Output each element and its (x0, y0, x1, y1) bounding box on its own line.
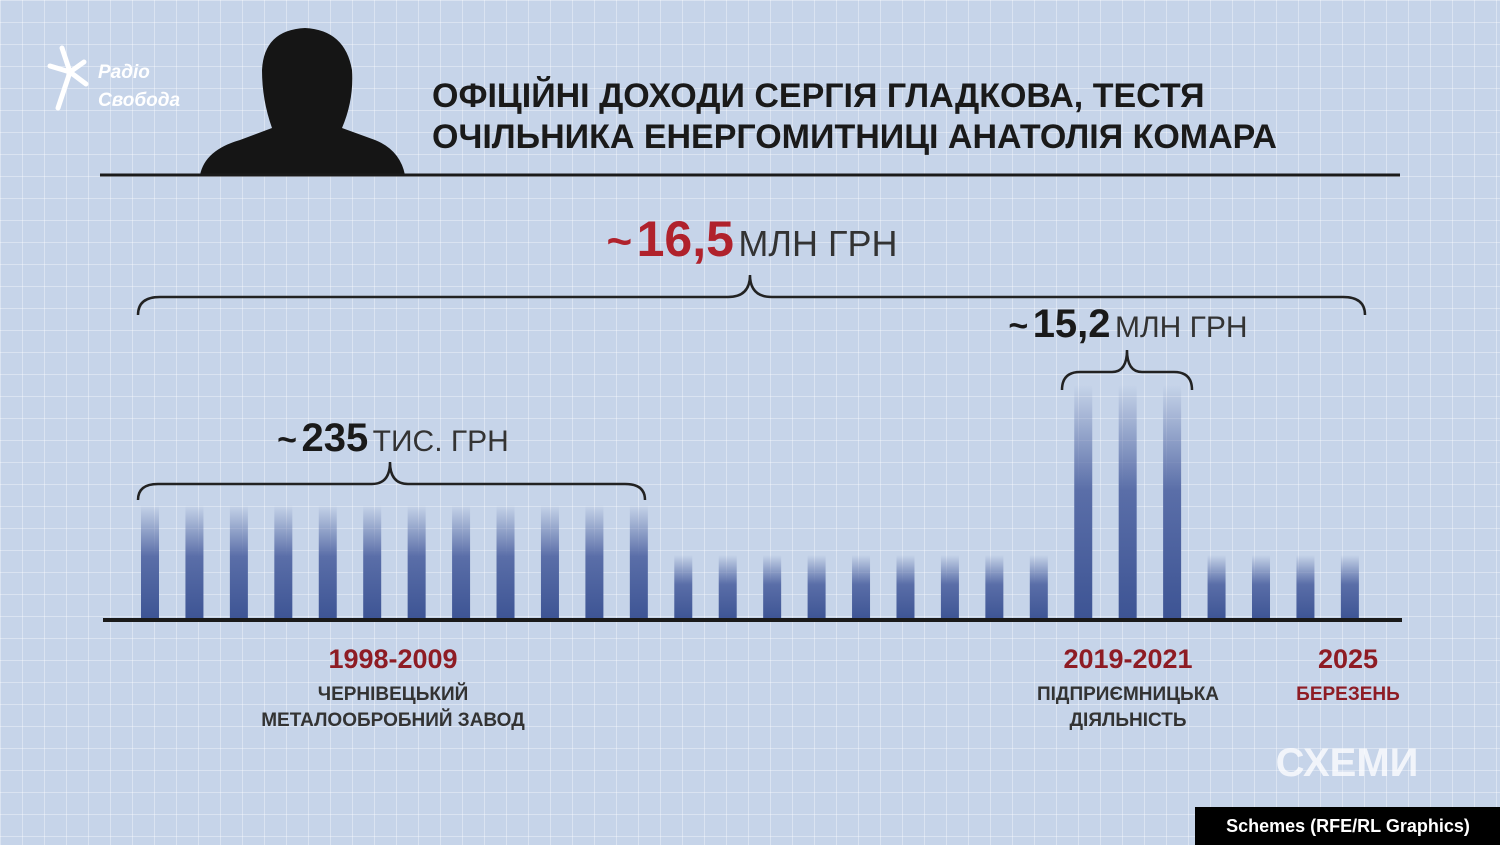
bar (141, 505, 159, 620)
credit: Schemes (RFE/RL Graphics) (1226, 816, 1470, 836)
bar (852, 555, 871, 620)
bar (807, 555, 826, 620)
bar (1252, 555, 1270, 620)
brace (1060, 349, 1194, 391)
amount: 235 (301, 416, 368, 460)
bar (629, 505, 648, 620)
bar (452, 505, 471, 620)
bar (985, 555, 1004, 620)
period-description: ЧЕРНІВЕЦЬКИЙ (318, 683, 469, 705)
annotation: ~ 16,5 МЛН ГРН (606, 211, 897, 267)
bar (718, 555, 737, 620)
period-description: ПІДПРИЄМНИЦЬКА (1037, 684, 1219, 705)
annotation: ~ 235 ТИС. ГРН (277, 416, 509, 460)
bar (1207, 555, 1226, 620)
unit: МЛН ГРН (1115, 311, 1248, 344)
logo: Радіо Свобода (47, 45, 180, 111)
annotation: ~ 15,2 МЛН ГРН (1008, 302, 1247, 346)
bar (274, 505, 293, 620)
prefix: ~ (277, 421, 297, 459)
bars (141, 385, 1359, 620)
bar (1296, 555, 1315, 620)
bar (674, 555, 693, 620)
bar (1163, 385, 1182, 620)
amount: 16,5 (637, 211, 734, 267)
bar (763, 555, 782, 620)
bar (229, 505, 248, 620)
bar (496, 505, 515, 620)
silhouette (200, 28, 405, 175)
title-line: ОЧІЛЬНИКА ЕНЕРГОМИТНИЦІ АНАТОЛІЯ КОМАРА (432, 118, 1277, 156)
period-years: 2025 (1318, 644, 1378, 674)
prefix: ~ (606, 217, 632, 266)
bar (585, 505, 604, 620)
bar (407, 505, 426, 620)
bar (363, 505, 382, 620)
brace (136, 461, 647, 501)
prefix: ~ (1008, 307, 1028, 345)
bar (1029, 555, 1048, 620)
brand: СХЕМИ (1276, 741, 1419, 785)
bar (185, 505, 204, 620)
bar (540, 505, 559, 620)
period-description: ДІЯЛЬНІСТЬ (1070, 710, 1187, 731)
logo-line: Свобода (98, 90, 180, 111)
logo-line: Радіо (98, 62, 150, 83)
period-description: МЕТАЛООБРОБНИЙ ЗАВОД (261, 709, 525, 731)
title-line: ОФІЦІЙНІ ДОХОДИ СЕРГІЯ ГЛАДКОВА, ТЕСТЯ (432, 76, 1205, 115)
bar (318, 505, 337, 620)
amount: 15,2 (1033, 302, 1111, 346)
bar (940, 555, 959, 620)
unit: ТИС. ГРН (373, 425, 509, 458)
brace (136, 274, 1367, 316)
bar (1074, 385, 1093, 620)
bar (1118, 385, 1137, 620)
bar (1340, 555, 1359, 620)
unit: МЛН ГРН (738, 223, 897, 264)
period-years: 1998-2009 (328, 644, 457, 674)
period-years: 2019-2021 (1063, 644, 1192, 674)
period-description: БЕРЕЗЕНЬ (1296, 684, 1400, 705)
credit-box (1195, 807, 1500, 845)
bar (896, 555, 915, 620)
